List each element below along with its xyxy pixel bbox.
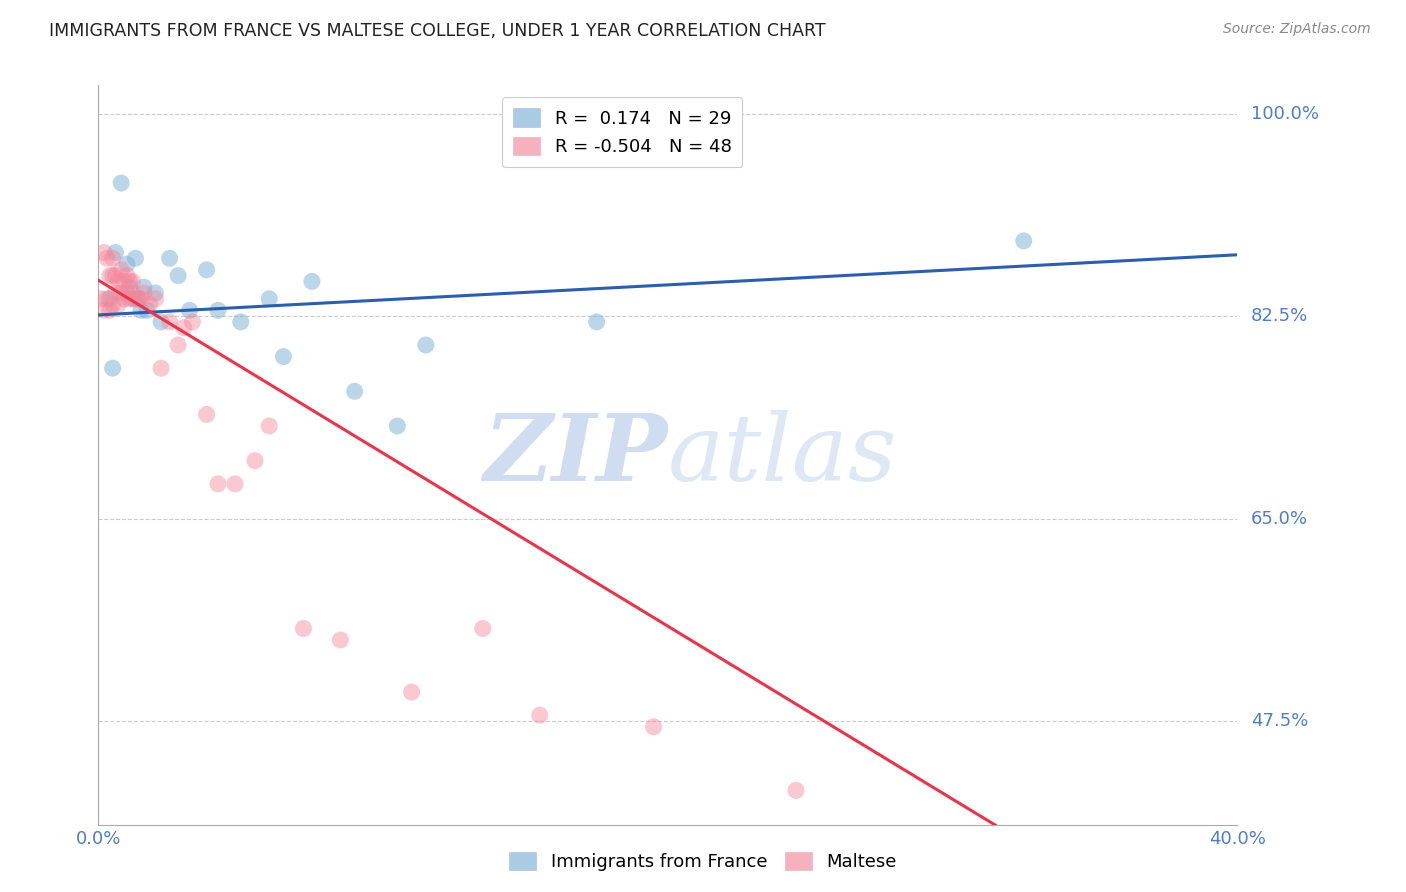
Text: 100.0%: 100.0% [1251,104,1319,123]
Point [118,292,141,306]
Point [181,315,204,329]
Point [93,245,115,260]
Point [529,708,551,723]
Point [150,315,173,329]
Point [273,350,295,364]
Point [98,292,121,306]
Point [101,268,124,283]
Point [471,622,494,636]
Legend: Immigrants from France, Maltese: Immigrants from France, Maltese [502,845,904,879]
Point [132,285,155,300]
Point [96,292,118,306]
Point [159,315,181,329]
Point [115,285,138,300]
Point [121,292,143,306]
Point [112,292,135,306]
Point [179,303,201,318]
Point [145,292,167,306]
Point [127,292,149,306]
Point [132,280,155,294]
Point [110,176,132,190]
Point [118,280,141,294]
Point [207,476,229,491]
Point [101,297,124,311]
Point [121,285,143,300]
Point [107,274,129,288]
Point [90,292,112,306]
Point [112,274,135,288]
Text: 47.5%: 47.5% [1251,712,1309,730]
Point [135,303,157,318]
Point [167,268,190,283]
Point [129,292,152,306]
Point [259,419,281,434]
Text: ZIP: ZIP [484,410,668,500]
Point [167,338,190,352]
Point [785,783,807,797]
Point [401,685,423,699]
Point [207,303,229,318]
Point [115,257,138,271]
Point [124,292,146,306]
Point [898,835,921,849]
Text: IMMIGRANTS FROM FRANCE VS MALTESE COLLEGE, UNDER 1 YEAR CORRELATION CHART: IMMIGRANTS FROM FRANCE VS MALTESE COLLEG… [49,22,825,40]
Point [150,361,173,376]
Point [138,297,160,311]
Point [643,720,665,734]
Point [101,361,124,376]
Point [110,262,132,277]
Point [124,252,146,266]
Point [301,274,323,288]
Point [121,274,143,288]
Point [585,315,607,329]
Text: atlas: atlas [668,410,897,500]
Point [224,476,246,491]
Legend: R =  0.174   N = 29, R = -0.504   N = 48: R = 0.174 N = 29, R = -0.504 N = 48 [502,97,742,167]
Point [195,408,218,422]
Point [699,129,721,144]
Point [343,384,366,399]
Point [195,262,218,277]
Point [173,320,195,334]
Point [115,268,138,283]
Point [98,268,121,283]
Point [292,622,315,636]
Point [159,252,181,266]
Point [229,315,252,329]
Point [104,268,127,283]
Point [101,252,124,266]
Point [243,453,266,467]
Point [145,285,167,300]
Point [104,285,127,300]
Point [118,274,141,288]
Point [98,303,121,318]
Point [259,292,281,306]
Point [127,292,149,306]
Point [93,303,115,318]
Text: 65.0%: 65.0% [1251,509,1308,527]
Point [96,252,118,266]
Point [387,419,409,434]
Point [329,632,352,647]
Point [129,303,152,318]
Point [415,338,437,352]
Point [104,245,127,260]
Point [110,285,132,300]
Point [1012,234,1035,248]
Text: Source: ZipAtlas.com: Source: ZipAtlas.com [1223,22,1371,37]
Point [107,297,129,311]
Text: 82.5%: 82.5% [1251,307,1309,325]
